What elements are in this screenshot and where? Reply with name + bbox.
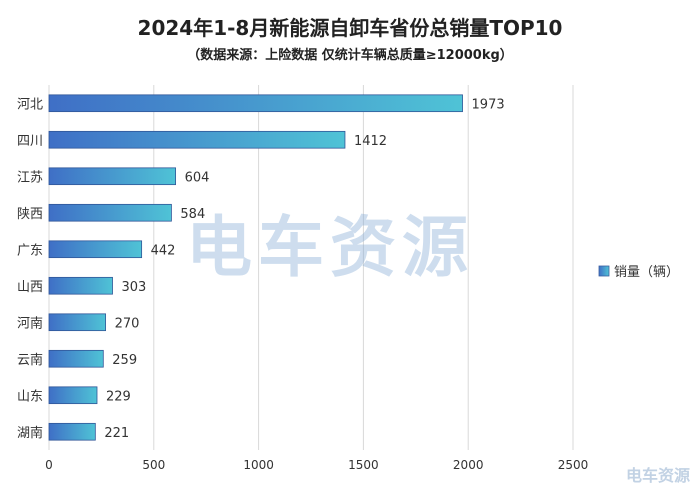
watermark-logo: 电车资源 [186, 209, 474, 286]
bar [48, 349, 104, 368]
value-label: 1973 [472, 97, 505, 112]
value-label: 259 [112, 353, 137, 368]
bar [48, 276, 113, 295]
x-tick-label: 0 [45, 458, 53, 472]
value-label: 270 [115, 316, 140, 331]
value-label: 229 [106, 389, 131, 404]
category-label: 湖南 [17, 425, 43, 441]
value-labels: 1973 1412 604 584 442 303 270 259 229 221 [104, 97, 504, 441]
legend: 销量（辆） [598, 265, 679, 280]
legend-label: 销量（辆） [614, 265, 679, 280]
bar [48, 167, 176, 186]
category-label: 山东 [17, 389, 43, 404]
bar [48, 203, 172, 222]
category-label: 河北 [17, 97, 43, 112]
category-label: 陕西 [17, 207, 43, 222]
category-label: 广东 [17, 243, 43, 258]
bars [48, 94, 463, 441]
value-label: 303 [122, 280, 147, 295]
x-tick-label: 2500 [558, 458, 589, 472]
category-label: 河南 [17, 315, 43, 331]
category-label: 山西 [17, 280, 43, 295]
watermark-corner: 电车资源 [626, 466, 690, 485]
bar [48, 240, 143, 259]
bar [48, 422, 96, 441]
bar [48, 130, 346, 149]
x-tick-label: 2000 [453, 458, 484, 472]
legend-swatch [598, 265, 610, 277]
chart-subtitle: （数据来源：上险数据 仅统计车辆总质量≥12000kg） [187, 48, 513, 63]
bar [48, 313, 106, 332]
category-label: 云南 [17, 352, 43, 368]
value-label: 442 [151, 243, 176, 258]
category-label: 四川 [17, 134, 43, 149]
x-tick-label: 500 [142, 458, 165, 472]
category-label: 江苏 [17, 169, 43, 185]
value-label: 1412 [354, 134, 387, 149]
chart-title: 2024年1-8月新能源自卸车省份总销量TOP10 [137, 16, 563, 40]
x-tick-label: 1500 [348, 458, 379, 472]
x-tick-label: 1000 [243, 458, 274, 472]
x-axis-ticks: 0 500 1000 1500 2000 2500 [45, 458, 588, 472]
value-label: 604 [185, 170, 210, 185]
value-label: 221 [104, 426, 129, 441]
bar [48, 386, 98, 405]
value-label: 584 [180, 207, 205, 222]
bar [48, 94, 463, 113]
